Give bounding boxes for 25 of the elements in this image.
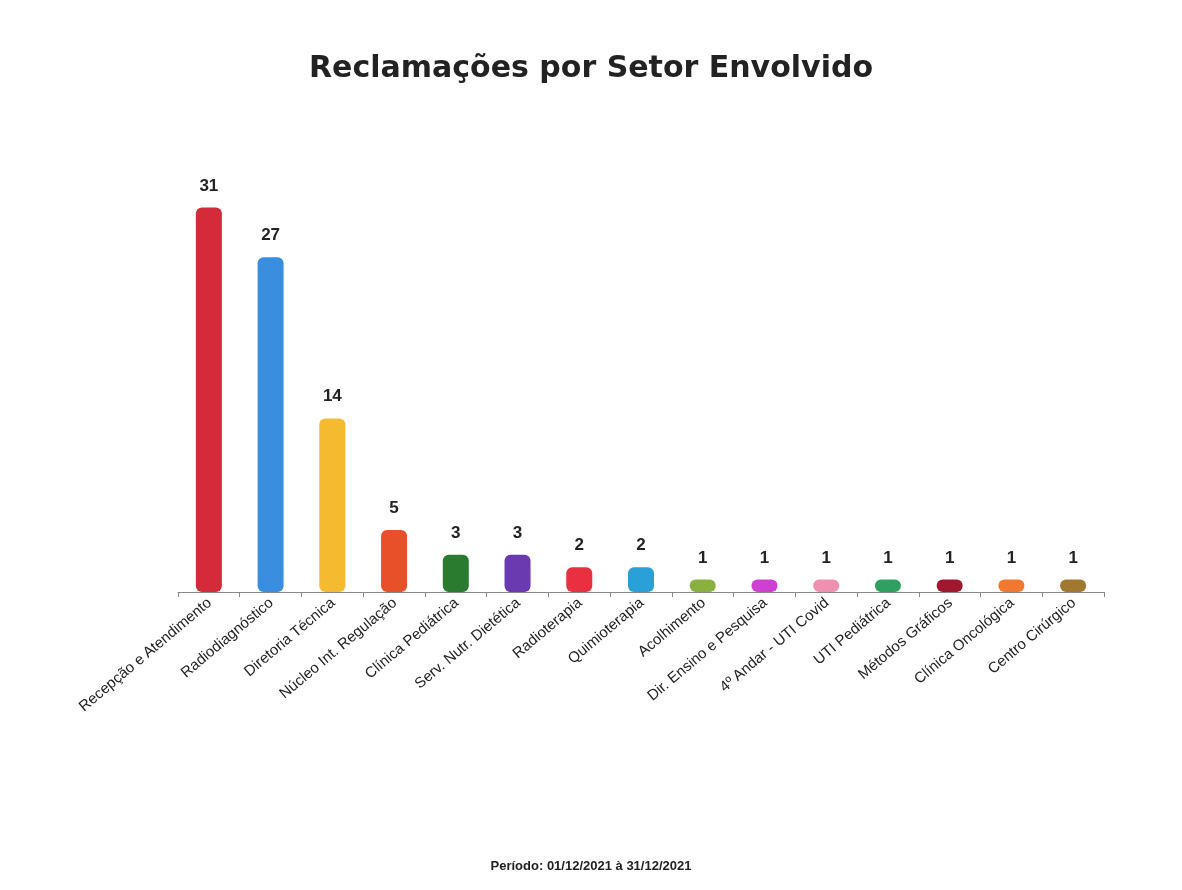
data-label: 14: [322, 386, 343, 406]
bar: [442, 554, 469, 592]
data-label: 31: [199, 175, 219, 195]
bar: [195, 207, 222, 592]
data-label: 1: [883, 547, 893, 567]
bar: [628, 567, 654, 592]
text: Período: 01/12/2021 à 31/12/2021: [490, 858, 692, 873]
data-label: 1: [1006, 547, 1017, 567]
data-label: 1: [944, 547, 955, 567]
data-label: 1: [821, 547, 831, 567]
data-label: 5: [389, 498, 399, 517]
data-label: 27: [261, 225, 281, 245]
bar: [566, 567, 593, 592]
data-label: 3: [451, 522, 461, 542]
bar: [319, 418, 346, 592]
data-label: 2: [636, 535, 646, 555]
data-label: 1: [1068, 547, 1078, 567]
bar: [504, 554, 531, 592]
chart-title: Reclamações por Setor Envolvido: [309, 48, 873, 84]
bar: [257, 257, 284, 592]
bar: [381, 530, 408, 592]
data-label: 2: [574, 535, 584, 555]
data-label: 1: [698, 547, 708, 567]
data-label: 1: [759, 547, 770, 567]
data-label: 3: [512, 522, 523, 542]
